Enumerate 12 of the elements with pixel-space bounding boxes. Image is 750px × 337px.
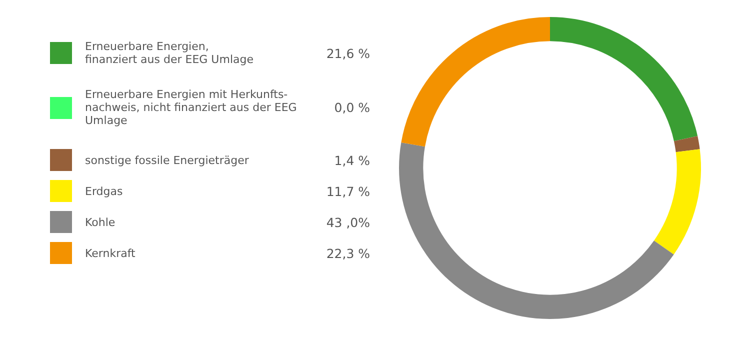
data-label: 22,3 % <box>326 246 370 260</box>
data-label: 21,6 % <box>326 46 370 60</box>
legend-label: Erdgas <box>85 184 124 198</box>
legend-label: Erneuerbare Energien, finanziert aus der EEG Umlage <box>85 40 254 66</box>
data-label: 1,4 % <box>334 152 370 168</box>
legend-label: sonstige fossile Energieträger <box>85 154 250 166</box>
legend-label: Erneuerbare Energien mit Herkunfts- nachweis, nicht finanziert aus der EEG Umlage <box>85 88 298 127</box>
legend-label: Kohle <box>85 216 116 228</box>
data-label: 11,7 % <box>326 184 370 198</box>
legend-label: Kernkraft <box>85 246 136 260</box>
text: 0,0 % <box>334 100 370 115</box>
data-label: 43 ,0% <box>326 214 370 230</box>
